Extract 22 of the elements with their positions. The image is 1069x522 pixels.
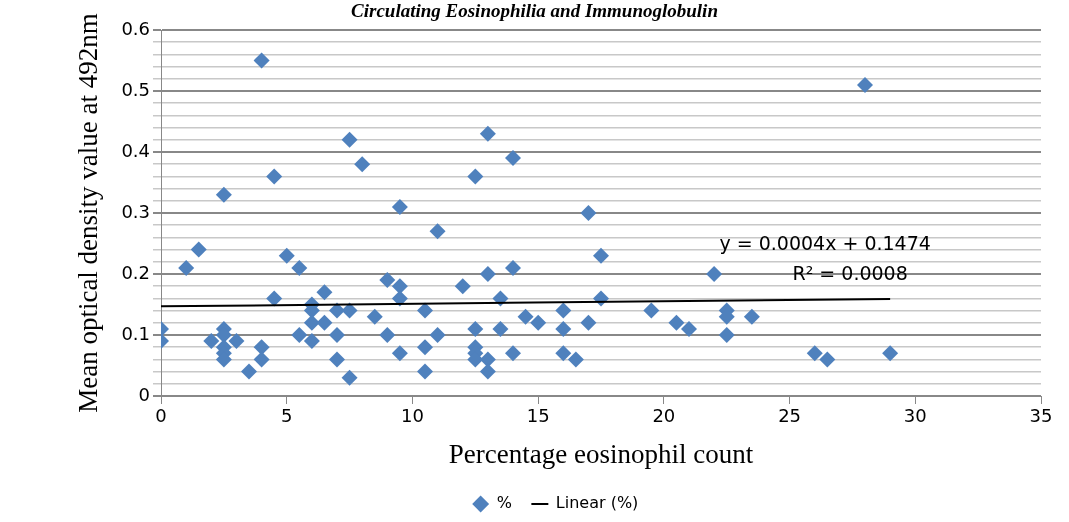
y-axis-title: Mean optical density value at 492nm xyxy=(73,13,104,413)
x-tick-label: 20 xyxy=(652,405,676,427)
annotation: R² = 0.0008 xyxy=(792,261,908,284)
x-tick-label: 35 xyxy=(1029,405,1053,427)
y-tick-label: 0 xyxy=(138,383,151,405)
x-tick-label: 30 xyxy=(903,405,927,427)
y-tick-label: 0.4 xyxy=(121,139,151,161)
y-tick-label: 0.3 xyxy=(121,200,151,222)
x-tick-label: 15 xyxy=(526,405,550,427)
chart-title: Circulating Eosinophilia and Immunoglobulin xyxy=(351,0,718,21)
y-tick-label: 0.1 xyxy=(121,322,151,344)
y-tick-label: 0.5 xyxy=(121,78,151,100)
legend-label: Linear (%) xyxy=(555,493,639,513)
annotation: y = 0.0004x + 0.1474 xyxy=(719,231,931,254)
y-tick-label: 0.2 xyxy=(121,261,151,283)
x-axis-title: Percentage eosinophil count xyxy=(448,438,754,469)
x-tick-label: 10 xyxy=(400,405,424,427)
y-tick-label: 0.6 xyxy=(121,17,151,39)
x-tick-label: 5 xyxy=(281,405,293,427)
x-tick-label: 0 xyxy=(155,405,167,427)
x-tick-label: 25 xyxy=(778,405,802,427)
legend-label: % xyxy=(496,493,512,513)
